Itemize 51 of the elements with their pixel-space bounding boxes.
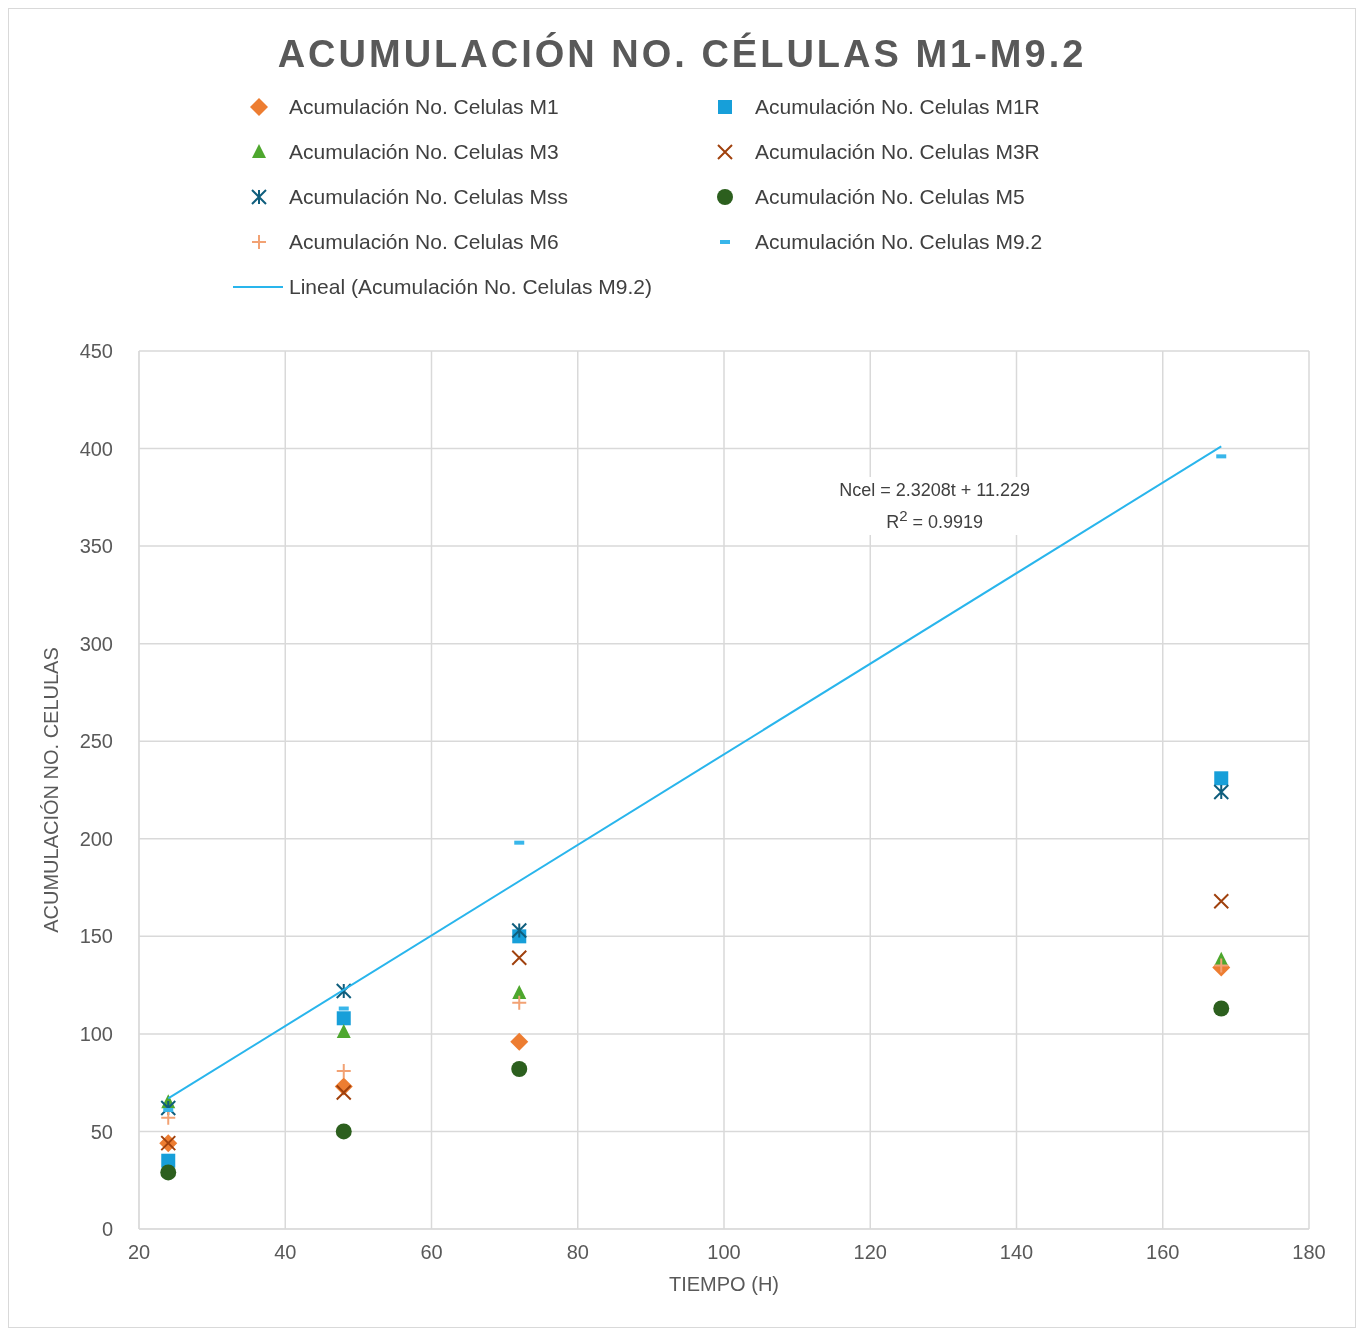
point bbox=[335, 982, 352, 999]
legend-label: Acumulación No. Celulas M5 bbox=[755, 185, 1025, 209]
point bbox=[512, 984, 527, 999]
point bbox=[1213, 893, 1230, 910]
x-tick-label: 40 bbox=[274, 1241, 297, 1264]
legend-label: Acumulación No. Celulas Mss bbox=[289, 185, 568, 209]
point bbox=[335, 1062, 352, 1079]
point bbox=[510, 1032, 529, 1051]
point bbox=[511, 949, 528, 966]
x-tick-label: 80 bbox=[566, 1241, 589, 1264]
chart-title: ACUMULACIÓN NO. CÉLULAS M1-M9.2 bbox=[276, 33, 1088, 77]
x-tick-label: 100 bbox=[707, 1241, 741, 1264]
y-tick-label: 400 bbox=[79, 437, 113, 460]
legend-label: Acumulación No. Celulas M1 bbox=[289, 95, 559, 119]
x-tick-label: 120 bbox=[853, 1241, 887, 1264]
point bbox=[335, 1084, 352, 1101]
point bbox=[336, 1011, 351, 1026]
point bbox=[335, 1123, 352, 1140]
y-tick-label: 450 bbox=[79, 340, 113, 363]
legend-label: Acumulación No. Celulas M9.2 bbox=[755, 230, 1043, 254]
annotation: R$^{2}$ = 0.9919 bbox=[885, 506, 985, 535]
y-tick-label: 50 bbox=[90, 1120, 113, 1143]
y-tick-label: 0 bbox=[101, 1218, 113, 1241]
point bbox=[511, 1061, 528, 1078]
x-tick-label: 60 bbox=[420, 1241, 443, 1264]
point bbox=[160, 1164, 177, 1181]
point bbox=[1214, 771, 1229, 786]
legend-label: Acumulación No. Celulas M3R bbox=[755, 140, 1040, 164]
x-tick-label: 160 bbox=[1146, 1241, 1180, 1264]
legend-label: Lineal (Acumulación No. Celulas M9.2) bbox=[289, 275, 652, 299]
y-tick-label: 300 bbox=[79, 632, 113, 655]
point bbox=[511, 922, 528, 939]
y-tick-label: 100 bbox=[79, 1022, 113, 1045]
y-tick-label: 200 bbox=[79, 827, 113, 850]
y-tick-label: 150 bbox=[79, 925, 113, 948]
point bbox=[1213, 783, 1230, 800]
y-axis-title: ACUMULACIÓN NO. CELULAS bbox=[40, 647, 63, 933]
x-tick-label: 180 bbox=[1292, 1241, 1326, 1264]
point bbox=[1213, 1000, 1230, 1017]
legend-label: Acumulación No. Celulas M6 bbox=[289, 230, 559, 254]
x-axis-title: TIEMPO (H) bbox=[669, 1273, 779, 1295]
point bbox=[336, 1023, 351, 1038]
x-tick-label: 140 bbox=[999, 1241, 1034, 1264]
legend-label: Acumulación No. Celulas M1R bbox=[755, 95, 1040, 119]
annotation: Ncel = 2.3208t + 11.229 bbox=[838, 479, 1031, 503]
x-tick-label: 20 bbox=[127, 1241, 151, 1264]
point bbox=[160, 1100, 177, 1117]
y-tick-label: 250 bbox=[79, 730, 113, 753]
legend-label: Acumulación No. Celulas M3 bbox=[289, 140, 559, 164]
y-tick-label: 350 bbox=[79, 535, 113, 558]
point bbox=[511, 994, 528, 1011]
